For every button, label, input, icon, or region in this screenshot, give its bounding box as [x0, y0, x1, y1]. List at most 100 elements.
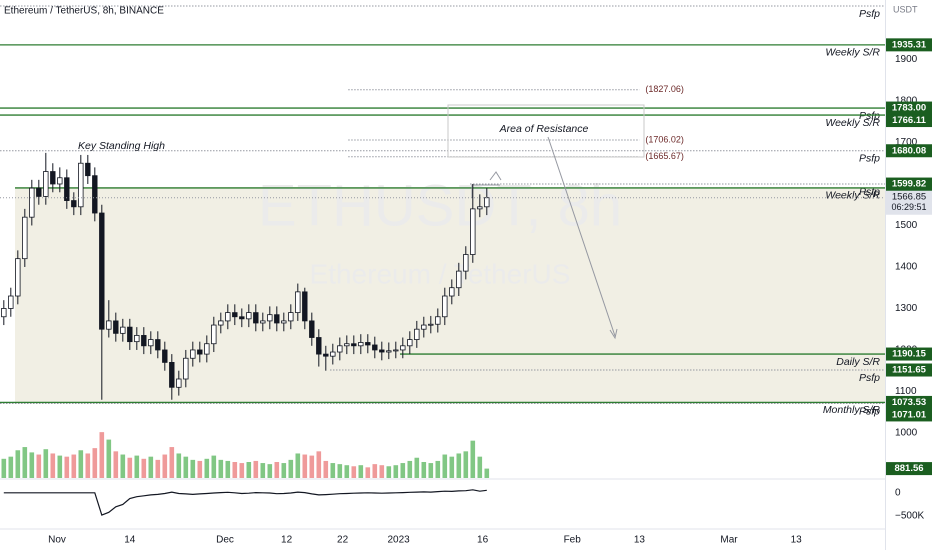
- candle-body: [379, 349, 385, 353]
- price-label-box: [886, 38, 932, 52]
- volume-bar: [337, 464, 343, 478]
- x-tick-label: Mar: [720, 535, 738, 546]
- y-tick-label: 1300: [895, 303, 918, 314]
- level-note: Daily S/R: [836, 356, 880, 368]
- price-axis: [885, 0, 932, 550]
- y-tick-label: 1700: [895, 137, 918, 148]
- x-tick-label: 22: [337, 535, 349, 546]
- price-label: 1190.15: [892, 349, 927, 360]
- candle-body: [8, 295, 14, 309]
- level-note: Weekly S/R: [825, 190, 880, 202]
- volume-label-box: [886, 462, 932, 476]
- x-tick-label: 13: [634, 535, 646, 546]
- price-label-box: [886, 144, 932, 158]
- candle-body: [190, 349, 196, 359]
- price-label: 1071.01: [892, 409, 927, 420]
- volume-bar: [232, 462, 238, 478]
- arrow: [547, 136, 616, 337]
- volume-bar: [477, 456, 483, 478]
- volume-bar: [267, 464, 273, 478]
- volume-bar: [484, 468, 490, 478]
- candle-body: [148, 339, 154, 347]
- level-note: Psfp: [859, 372, 880, 384]
- indicator-tick-label: −500K: [895, 511, 925, 522]
- volume-bar: [400, 463, 406, 478]
- volume-bar: [309, 455, 315, 478]
- volume-bar: [15, 450, 21, 478]
- x-tick-label: 16: [477, 535, 489, 546]
- volume-bar: [421, 462, 427, 478]
- volume-bar: [316, 451, 322, 478]
- candle-body: [470, 208, 476, 255]
- candle-body: [393, 349, 399, 352]
- volume-bar: [470, 440, 476, 478]
- header: Ethereum / TetherUS, 8h, BINANCE: [4, 6, 164, 17]
- volume-bar: [435, 460, 441, 478]
- price-label: 1599.82: [892, 179, 926, 190]
- x-tick-label: Feb: [564, 535, 582, 546]
- candle-body: [246, 312, 252, 320]
- x-tick-label: 12: [281, 535, 293, 546]
- candle-body: [302, 291, 308, 322]
- candle-body: [71, 200, 77, 208]
- level-note: Weekly S/R: [825, 47, 880, 59]
- volume-bar: [218, 459, 224, 478]
- volume-bar: [428, 463, 434, 478]
- volume-bar: [64, 456, 70, 478]
- arrow-head: [609, 328, 618, 340]
- volume-bar: [330, 463, 336, 478]
- candle-body: [127, 326, 133, 343]
- volume-bar: [344, 465, 350, 478]
- price-label: 1766.11: [892, 115, 927, 126]
- candle-body: [407, 339, 413, 347]
- candle-body: [22, 216, 28, 260]
- volume-bar: [281, 463, 287, 478]
- candle-body: [358, 342, 364, 347]
- volume-bar: [246, 462, 252, 478]
- candle-body: [372, 344, 378, 351]
- countdown: 06:29:51: [891, 202, 926, 212]
- level-note: Psfp: [859, 110, 880, 122]
- candle-body: [120, 326, 126, 334]
- candle-body: [169, 362, 175, 388]
- level-label: (1827.06): [645, 84, 684, 94]
- candle-body: [288, 312, 294, 322]
- indicator-tick-label: 0: [895, 488, 901, 499]
- volume-bar: [99, 432, 105, 478]
- candle-body: [344, 343, 350, 347]
- volume-bar: [134, 455, 140, 478]
- watermark: ETHUSDT, 8h: [258, 173, 622, 238]
- volume-bar: [372, 464, 378, 478]
- level-note: Weekly S/R: [825, 117, 880, 129]
- candle-body: [155, 339, 161, 351]
- candle-body: [274, 314, 280, 324]
- candle-body: [428, 323, 434, 326]
- candle-body: [484, 197, 490, 208]
- candle-body: [253, 312, 259, 324]
- indicator-line: [3, 489, 487, 516]
- volume-bar: [197, 460, 203, 478]
- price-label: 1073.53: [892, 397, 926, 408]
- volume-bar: [274, 462, 280, 478]
- candle-body: [414, 328, 420, 340]
- y-tick-label: 1100: [895, 386, 917, 397]
- price-label-box: [886, 363, 932, 377]
- candle-body: [36, 187, 42, 197]
- candle-body: [421, 324, 427, 330]
- last-price-box: [886, 190, 932, 215]
- volume-bar: [106, 439, 112, 478]
- candle-body: [365, 342, 371, 346]
- axis-labels: 1000110012001300140015001700180019000−50…: [48, 38, 932, 546]
- candle-body: [92, 175, 98, 214]
- volume-bar: [71, 454, 77, 478]
- price-label-box: [886, 114, 932, 128]
- level-note: Monthly S/R: [823, 404, 881, 416]
- volume-bar: [393, 465, 399, 478]
- volume-bar: [463, 451, 469, 478]
- currency: USDT: [893, 4, 918, 14]
- x-tick-label: Nov: [48, 535, 66, 546]
- candle-body: [225, 312, 231, 322]
- level-note: Psfp: [859, 186, 880, 198]
- candle-body: [463, 254, 469, 272]
- y-tick-label: 1400: [895, 262, 918, 273]
